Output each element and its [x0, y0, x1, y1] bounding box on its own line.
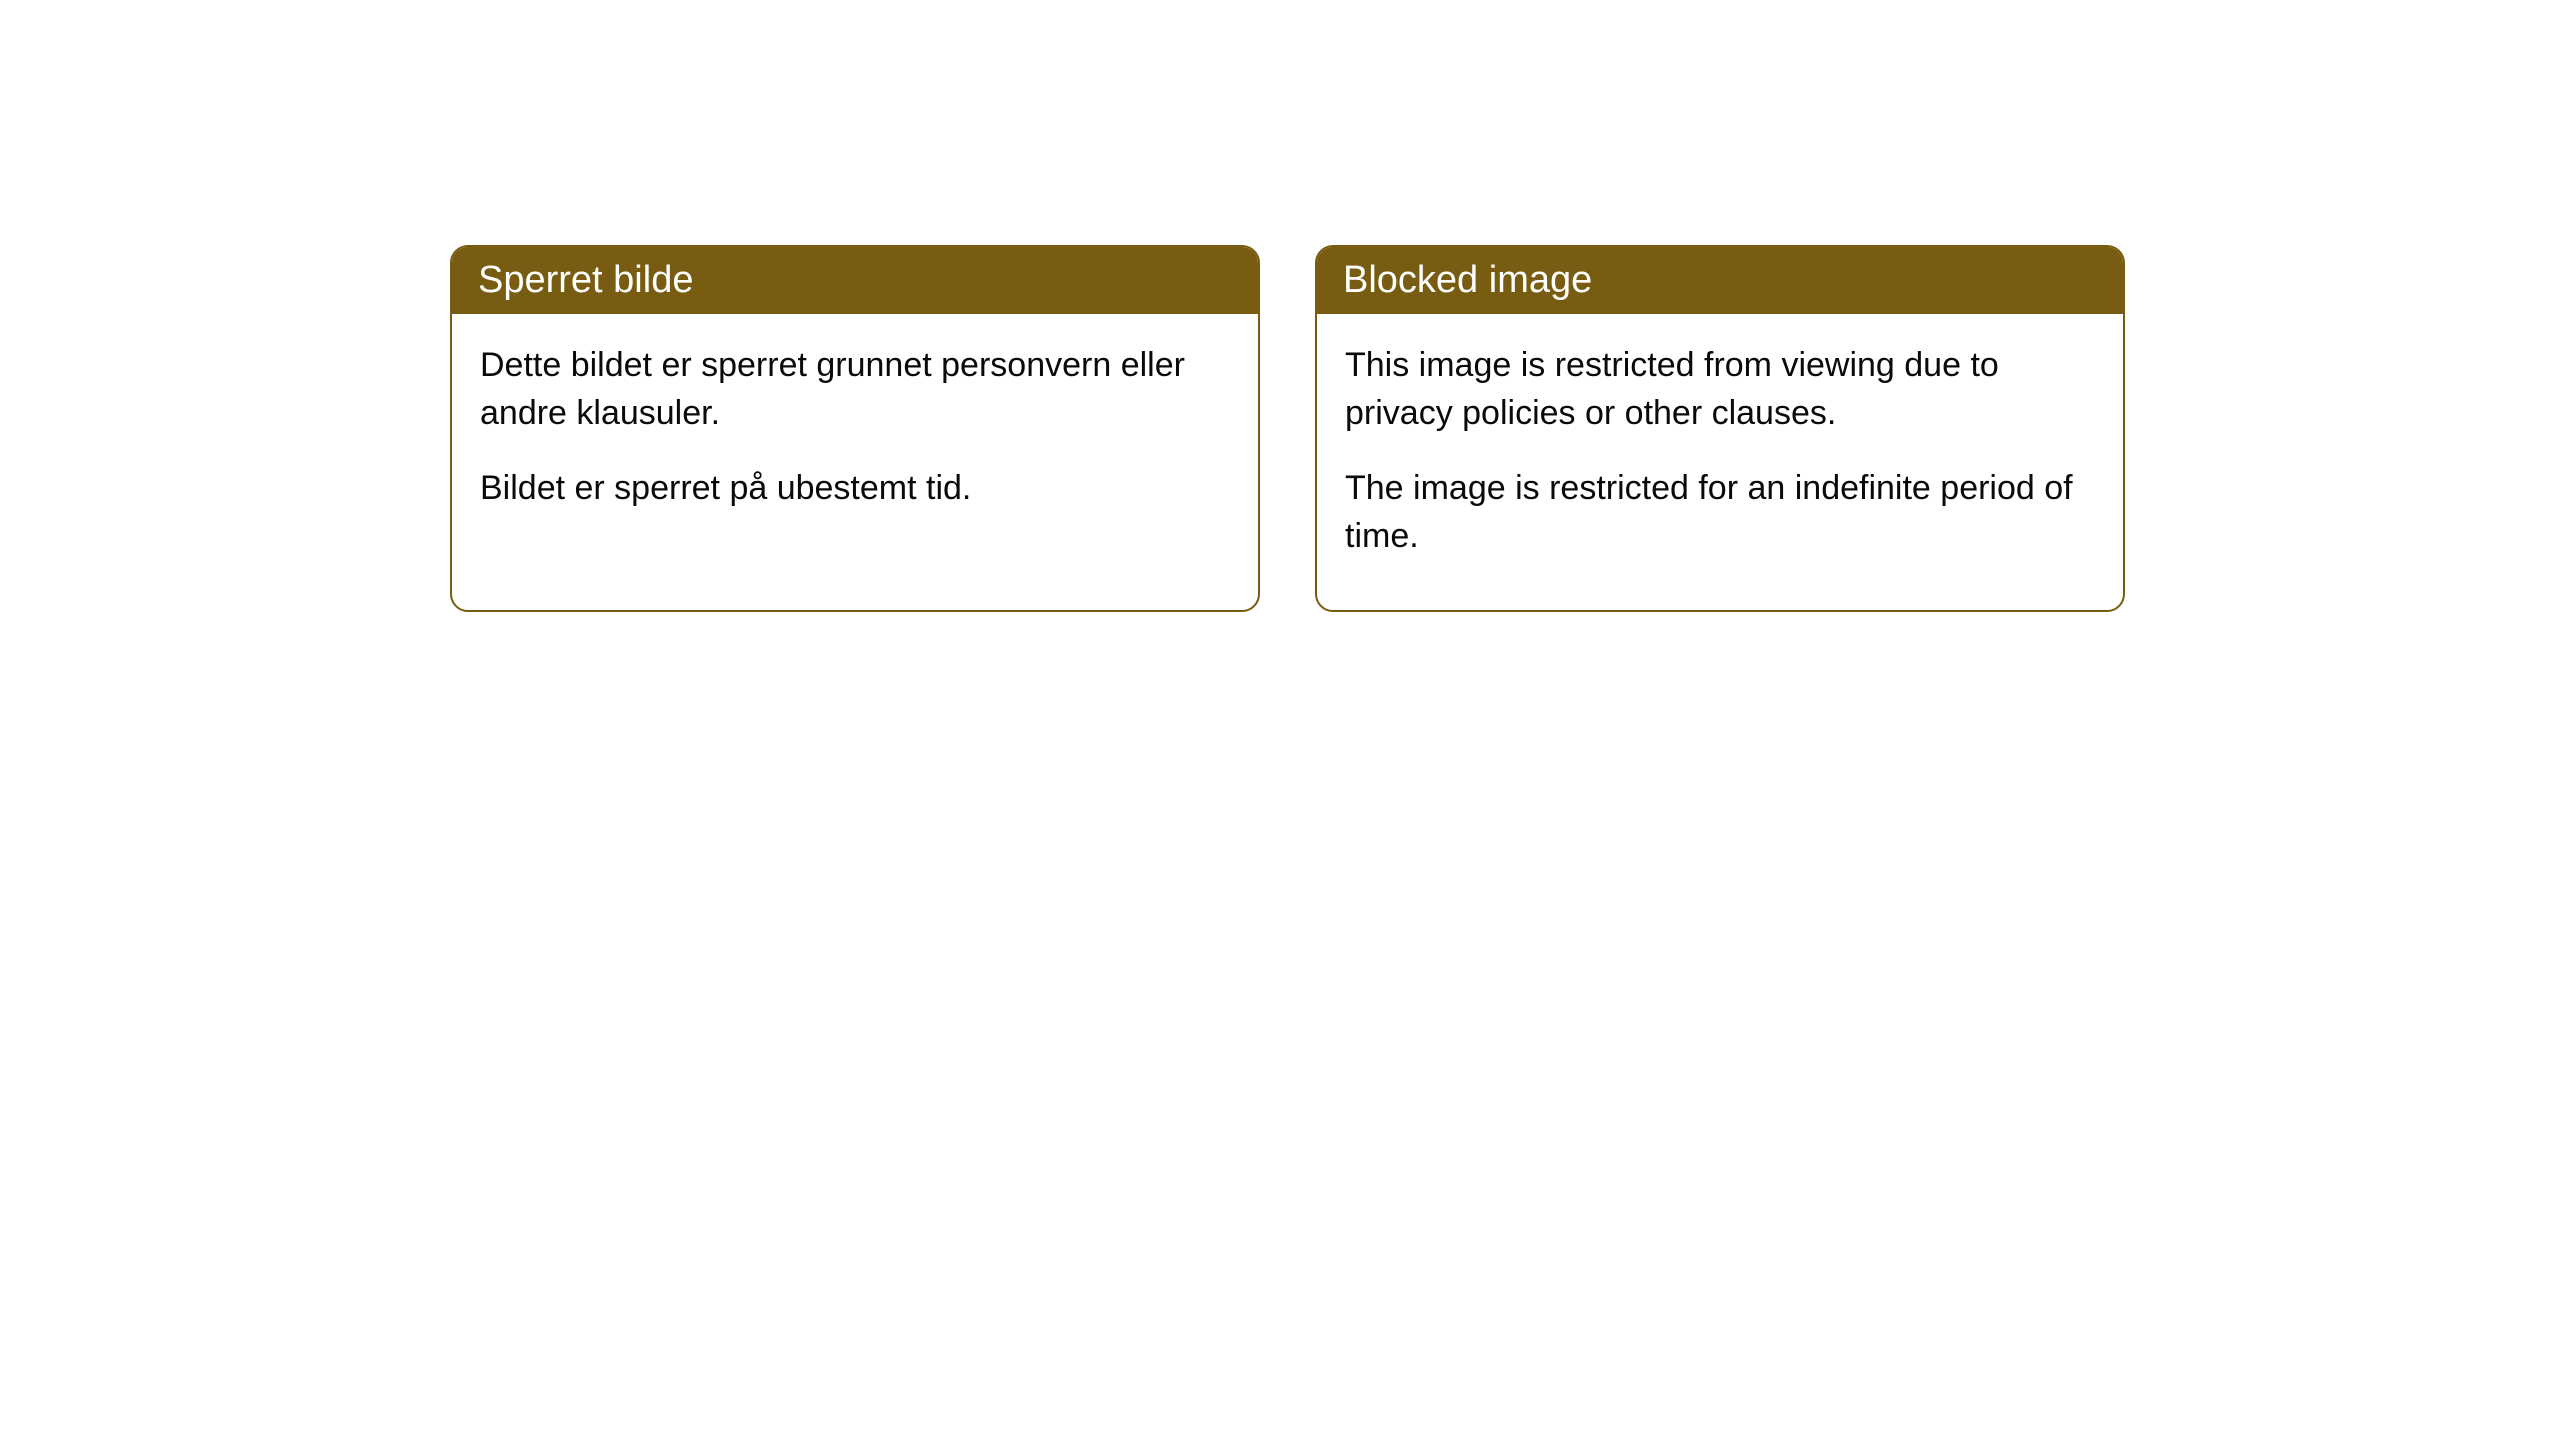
- notice-cards-container: Sperret bilde Dette bildet er sperret gr…: [450, 245, 2125, 612]
- card-header: Blocked image: [1317, 247, 2123, 314]
- card-paragraph: Bildet er sperret på ubestemt tid.: [480, 465, 1230, 513]
- card-body: Dette bildet er sperret grunnet personve…: [452, 314, 1258, 563]
- card-header: Sperret bilde: [452, 247, 1258, 314]
- card-paragraph: The image is restricted for an indefinit…: [1345, 465, 2095, 560]
- card-body: This image is restricted from viewing du…: [1317, 314, 2123, 610]
- card-title: Blocked image: [1343, 259, 1592, 301]
- card-paragraph: This image is restricted from viewing du…: [1345, 342, 2095, 437]
- notice-card-norwegian: Sperret bilde Dette bildet er sperret gr…: [450, 245, 1260, 612]
- notice-card-english: Blocked image This image is restricted f…: [1315, 245, 2125, 612]
- card-paragraph: Dette bildet er sperret grunnet personve…: [480, 342, 1230, 437]
- card-title: Sperret bilde: [478, 259, 693, 301]
